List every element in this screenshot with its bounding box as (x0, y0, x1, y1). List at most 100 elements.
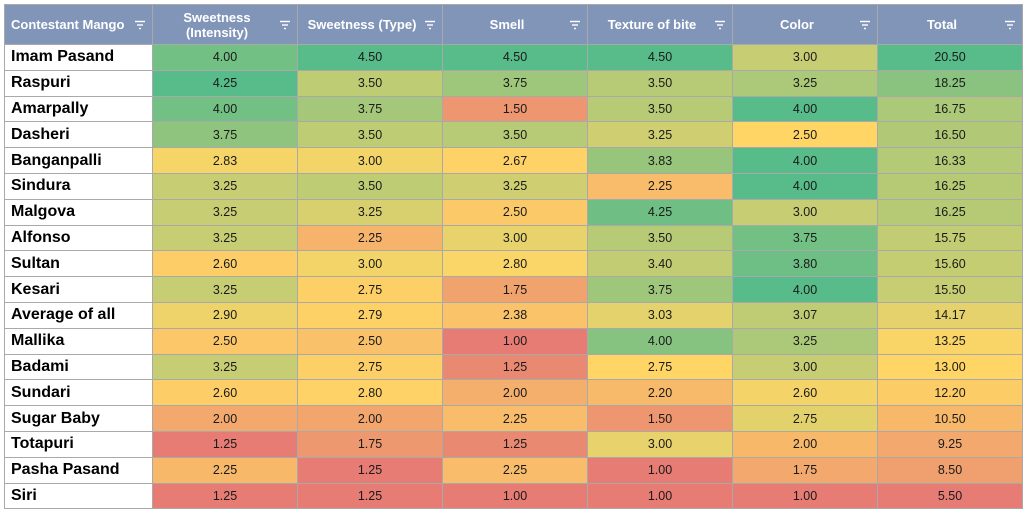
column-header-label: Texture of bite (607, 17, 697, 32)
score-cell-smell: 1.25 (442, 430, 588, 458)
mango-name-cell: Raspuri (4, 69, 153, 97)
mango-name-cell: Badami (4, 353, 153, 381)
filter-icon[interactable] (279, 19, 291, 31)
mango-name-cell: Average of all (4, 301, 153, 329)
score-cell-sweetness-type: 3.50 (297, 172, 443, 200)
score-cell-sweetness-intensity: 4.00 (152, 44, 298, 71)
column-header-label: Total (926, 17, 958, 32)
score-cell-color: 2.00 (732, 430, 878, 458)
score-cell-total: 8.50 (877, 456, 1023, 484)
score-cell-sweetness-intensity: 3.25 (152, 198, 298, 226)
score-cell-smell: 1.50 (442, 95, 588, 123)
score-cell-color: 3.25 (732, 327, 878, 355)
score-cell-smell: 1.25 (442, 353, 588, 381)
column-header-label: Sweetness (Intensity) (183, 9, 251, 40)
score-cell-total: 20.50 (877, 44, 1023, 71)
score-cell-sweetness-intensity: 2.90 (152, 301, 298, 329)
score-cell-smell: 3.25 (442, 172, 588, 200)
score-cell-total: 16.50 (877, 121, 1023, 149)
table-body: Imam Pasand 4.00 4.50 4.50 4.50 3.00 20.50 Rasp… (4, 44, 1023, 510)
score-cell-sweetness-type: 2.25 (297, 224, 443, 252)
score-cell-total: 14.17 (877, 301, 1023, 329)
score-cell-total: 10.50 (877, 405, 1023, 432)
score-cell-sweetness-intensity: 4.25 (152, 69, 298, 97)
score-cell-sweetness-type: 3.00 (297, 147, 443, 174)
score-cell-color: 3.07 (732, 301, 878, 329)
score-cell-total: 15.60 (877, 250, 1023, 278)
mango-name-cell: Pasha Pasand (4, 456, 153, 484)
score-cell-texture-of-bite: 1.00 (587, 456, 733, 484)
score-cell-texture-of-bite: 4.00 (587, 327, 733, 355)
column-header-label: Sweetness (Type) (307, 17, 417, 32)
table-row: Sugar Baby 2.00 2.00 2.25 1.50 2.75 10.50 (4, 405, 1023, 432)
table-row: Malgova 3.25 3.25 2.50 4.25 3.00 16.25 (4, 198, 1023, 226)
mango-name-cell: Banganpalli (4, 147, 153, 174)
table-row: Kesari 3.25 2.75 1.75 3.75 4.00 15.50 (4, 276, 1023, 303)
score-cell-sweetness-type: 2.75 (297, 353, 443, 381)
table-row: Banganpalli 2.83 3.00 2.67 3.83 4.00 16.33 (4, 147, 1023, 174)
score-cell-sweetness-intensity: 3.25 (152, 172, 298, 200)
score-cell-texture-of-bite: 2.20 (587, 379, 733, 407)
score-cell-smell: 1.00 (442, 482, 588, 510)
column-header-label: Color (780, 17, 814, 32)
mango-name-cell: Sugar Baby (4, 405, 153, 432)
mango-name-cell: Totapuri (4, 430, 153, 458)
score-cell-texture-of-bite: 3.03 (587, 301, 733, 329)
score-cell-sweetness-type: 3.25 (297, 198, 443, 226)
score-cell-sweetness-type: 2.75 (297, 276, 443, 303)
score-cell-smell: 2.25 (442, 405, 588, 432)
mango-name-cell: Sultan (4, 250, 153, 278)
column-header-label: Smell (489, 17, 525, 32)
score-cell-total: 16.33 (877, 147, 1023, 174)
filter-icon[interactable] (424, 19, 436, 31)
mango-name-cell: Sindura (4, 172, 153, 200)
mango-name-cell: Kesari (4, 276, 153, 303)
data-table: Contestant Mango Sweetness (Intensity) Swe… (4, 4, 1023, 510)
mango-ratings-table: Contestant Mango Sweetness (Intensity) Swe… (4, 4, 1023, 510)
score-cell-color: 2.50 (732, 121, 878, 149)
score-cell-total: 18.25 (877, 69, 1023, 97)
score-cell-smell: 1.75 (442, 276, 588, 303)
mango-name-cell: Dasheri (4, 121, 153, 149)
table-row: Badami 3.25 2.75 1.25 2.75 3.00 13.00 (4, 353, 1023, 381)
column-header-sweetness-type: Sweetness (Type) (297, 4, 443, 45)
table-row: Imam Pasand 4.00 4.50 4.50 4.50 3.00 20.50 (4, 44, 1023, 71)
mango-name-cell: Amarpally (4, 95, 153, 123)
score-cell-texture-of-bite: 2.25 (587, 172, 733, 200)
score-cell-sweetness-type: 3.50 (297, 69, 443, 97)
column-header-texture-of-bite: Texture of bite (587, 4, 733, 45)
column-header-label: Contestant Mango (11, 17, 125, 32)
table-row: Average of all 2.90 2.79 2.38 3.03 3.07 14.17 (4, 301, 1023, 329)
filter-icon[interactable] (1004, 19, 1016, 31)
score-cell-sweetness-intensity: 4.00 (152, 95, 298, 123)
score-cell-sweetness-type: 2.00 (297, 405, 443, 432)
filter-icon[interactable] (859, 19, 871, 31)
score-cell-total: 5.50 (877, 482, 1023, 510)
score-cell-total: 16.25 (877, 198, 1023, 226)
score-cell-sweetness-intensity: 3.25 (152, 224, 298, 252)
score-cell-texture-of-bite: 3.40 (587, 250, 733, 278)
table-row: Siri 1.25 1.25 1.00 1.00 1.00 5.50 (4, 482, 1023, 510)
filter-icon[interactable] (714, 19, 726, 31)
score-cell-color: 2.60 (732, 379, 878, 407)
table-row: Pasha Pasand 2.25 1.25 2.25 1.00 1.75 8.50 (4, 456, 1023, 484)
score-cell-color: 4.00 (732, 147, 878, 174)
table-row: Mallika 2.50 2.50 1.00 4.00 3.25 13.25 (4, 327, 1023, 355)
filter-icon[interactable] (134, 19, 146, 31)
score-cell-texture-of-bite: 4.50 (587, 44, 733, 71)
column-header-total: Total (877, 4, 1023, 45)
score-cell-sweetness-intensity: 1.25 (152, 430, 298, 458)
score-cell-texture-of-bite: 4.25 (587, 198, 733, 226)
score-cell-smell: 3.50 (442, 121, 588, 149)
score-cell-smell: 2.67 (442, 147, 588, 174)
score-cell-color: 4.00 (732, 276, 878, 303)
score-cell-smell: 4.50 (442, 44, 588, 71)
score-cell-color: 1.00 (732, 482, 878, 510)
table-row: Raspuri 4.25 3.50 3.75 3.50 3.25 18.25 (4, 69, 1023, 97)
score-cell-texture-of-bite: 3.75 (587, 276, 733, 303)
filter-icon[interactable] (569, 19, 581, 31)
score-cell-color: 3.75 (732, 224, 878, 252)
header-row: Contestant Mango Sweetness (Intensity) Swe… (4, 4, 1023, 45)
score-cell-total: 13.25 (877, 327, 1023, 355)
score-cell-color: 3.80 (732, 250, 878, 278)
